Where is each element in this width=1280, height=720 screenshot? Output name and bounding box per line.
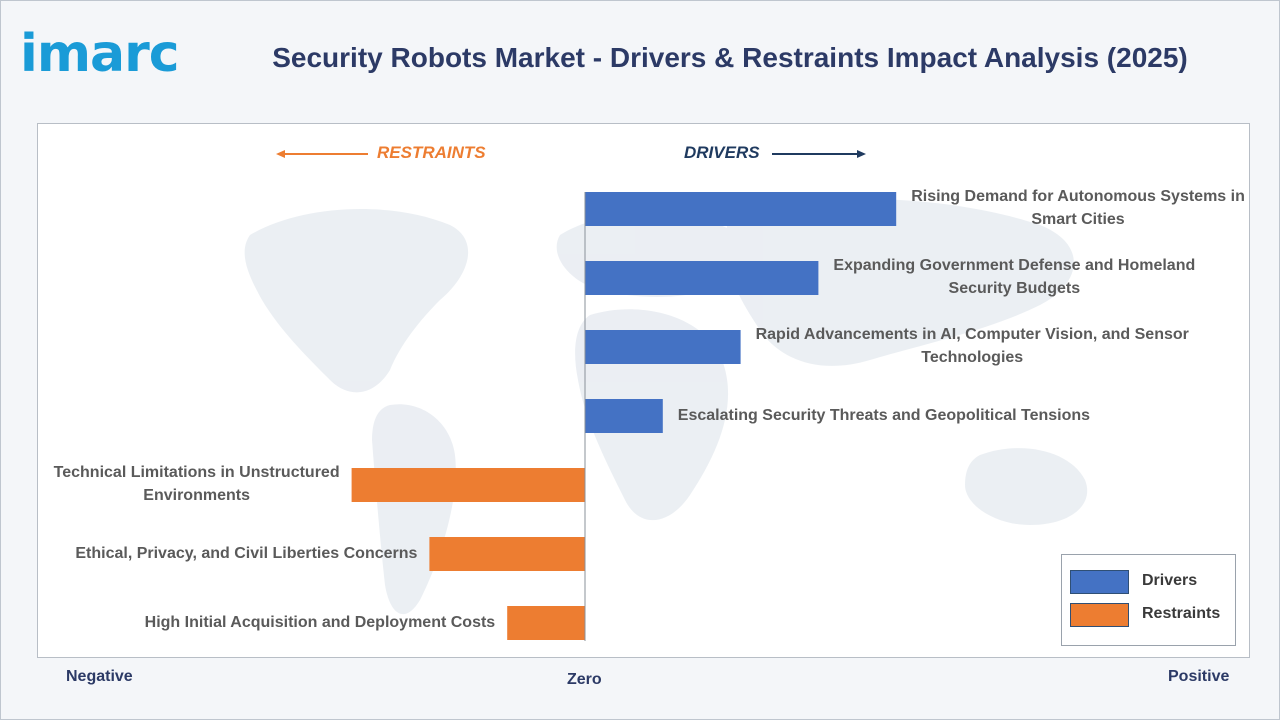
driver-bar-4 bbox=[585, 399, 663, 433]
driver-bar-2 bbox=[585, 261, 819, 295]
bar-label-line: Technical Limitations in Unstructured bbox=[53, 464, 340, 481]
bar-label-line: Expanding Government Defense and Homelan… bbox=[833, 257, 1196, 274]
chart-legend: Drivers Restraints bbox=[1061, 554, 1236, 646]
restraint-bar-2 bbox=[429, 537, 585, 571]
driver-label-2: Expanding Government Defense and Homelan… bbox=[833, 254, 1195, 300]
axis-label-positive: Positive bbox=[1168, 668, 1230, 685]
bar-label-line: Escalating Security Threats and Geopolit… bbox=[677, 406, 1091, 424]
drivers-direction-label: DRIVERS bbox=[684, 143, 760, 162]
legend-label-restraints: Restraints bbox=[1142, 605, 1221, 622]
legend-label-drivers: Drivers bbox=[1142, 572, 1198, 589]
restraint-bar-3 bbox=[507, 606, 585, 640]
restraint-bar-1 bbox=[351, 468, 585, 502]
page-title: Security Robots Market - Drivers & Restr… bbox=[272, 42, 1188, 73]
driver-bar-3 bbox=[585, 330, 741, 364]
legend-swatch-drivers bbox=[1070, 570, 1129, 594]
driver-label-4: Escalating Security Threats and Geopolit… bbox=[678, 404, 1090, 427]
restraints-direction-label: RESTRAINTS bbox=[377, 143, 486, 162]
imarc-logo: imarc bbox=[20, 20, 210, 90]
driver-label-3: Rapid Advancements in AI, Computer Visio… bbox=[756, 323, 1189, 369]
bar-label-line: Environments bbox=[143, 487, 250, 504]
restraint-label-1: Technical Limitations in Unstructured Env… bbox=[54, 461, 340, 507]
bar-label-line: Smart Cities bbox=[1031, 211, 1125, 228]
axis-label-negative: Negative bbox=[66, 668, 133, 685]
restraint-label-3: High Initial Acquisition and Deployment … bbox=[145, 611, 496, 634]
bar-label-line: Security Budgets bbox=[948, 280, 1081, 297]
axis-label-zero: Zero bbox=[567, 671, 602, 688]
restraint-label-2: Ethical, Privacy, and Civil Liberties Co… bbox=[75, 542, 417, 565]
driver-bar-1 bbox=[585, 192, 897, 226]
driver-label-1: Rising Demand for Autonomous Systems in S… bbox=[911, 185, 1245, 231]
restraints-arrow-head bbox=[276, 150, 285, 158]
bar-label-line: Ethical, Privacy, and Civil Liberties Co… bbox=[75, 544, 418, 562]
bar-label-line: Rising Demand for Autonomous Systems in bbox=[911, 188, 1245, 205]
drivers-arrow-head bbox=[857, 150, 866, 158]
bar-label-line: Rapid Advancements in AI, Computer Visio… bbox=[755, 326, 1189, 343]
bar-label-line: Technologies bbox=[921, 349, 1024, 366]
bar-label-line: High Initial Acquisition and Deployment … bbox=[144, 613, 496, 631]
logo-text: imarc bbox=[20, 24, 180, 84]
legend-swatch-restraints bbox=[1070, 603, 1129, 627]
